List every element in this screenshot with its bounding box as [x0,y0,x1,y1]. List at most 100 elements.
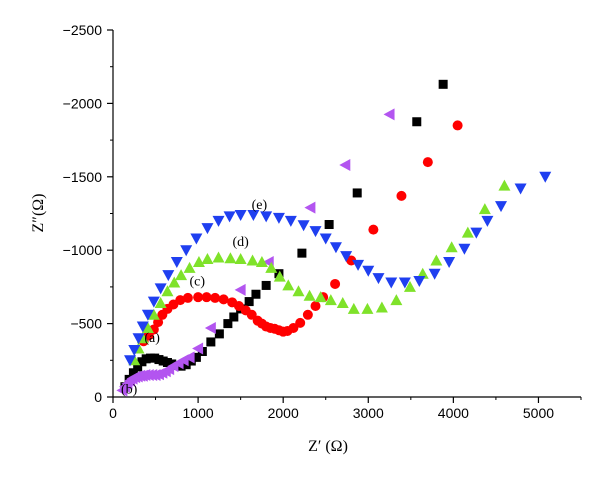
data-point [132,333,145,345]
y-tick-label: 0 [94,389,102,405]
data-point [292,285,305,297]
data-points [116,79,552,397]
y-axis-title: Z″(Ω) [30,194,47,233]
data-point [445,241,458,253]
series-tags: (a) (b) (c) (d) (e) [121,198,267,397]
data-point [229,312,239,322]
data-point [190,233,203,245]
data-point [339,159,351,172]
data-point [481,215,494,227]
data-point [168,276,181,288]
data-point [284,215,297,227]
data-point [128,368,138,378]
data-point [161,285,174,297]
data-point [288,323,299,334]
data-point [124,355,137,367]
data-point [347,302,360,314]
y-tick-label: −500 [70,316,102,332]
data-point [452,120,463,131]
data-point [191,352,201,362]
series-tag-label: (c) [189,274,205,289]
data-point [154,283,167,295]
y-tick-label: −1000 [63,242,103,258]
data-point [234,209,247,221]
data-point [319,233,332,245]
data-point [183,261,196,273]
data-point [302,309,313,320]
data-point [428,268,441,280]
data-point [303,289,316,301]
data-point [180,245,193,257]
data-point [403,280,416,292]
data-point [212,215,225,227]
x-axis-title: Z′ (Ω) [308,438,348,455]
data-point [182,292,193,303]
data-point [175,269,188,281]
data-point [396,190,407,201]
series-0 [120,79,448,392]
data-point [329,242,342,254]
data-point [183,351,195,364]
data-point [261,280,271,290]
data-point [297,220,310,232]
data-point [438,79,448,89]
data-point [128,345,141,357]
data-point [133,362,143,372]
data-point [175,295,186,306]
data-point [539,171,552,183]
series-2 [138,120,463,347]
series-4 [124,171,552,367]
data-point [295,317,306,328]
series-3 [128,179,511,366]
y-tick-label: −2000 [63,95,103,111]
data-point [192,342,204,355]
data-point [398,277,411,289]
data-point [372,273,385,285]
data-point [141,309,154,321]
data-point [498,179,511,191]
x-tick-label: 3000 [353,405,384,421]
data-point [251,289,261,299]
data-point [212,251,225,263]
data-point [361,302,374,314]
data-point [390,294,403,306]
series-tag-label: (b) [121,382,138,397]
series-tag-label: (a) [144,331,160,346]
data-point [297,248,307,258]
data-point [201,253,214,265]
data-point [336,297,349,309]
data-point [154,297,167,309]
data-point [443,256,456,268]
data-point [136,321,149,333]
data-point [310,300,321,311]
data-point [375,301,388,313]
data-point [273,270,286,282]
axis-ticks: 0 1000 2000 3000 4000 5000 0 −500 −1000 −1500 −200… [63,22,582,421]
data-point [383,108,395,121]
series-1 [116,108,395,397]
data-point [413,276,426,288]
data-point [218,294,229,305]
data-point [141,322,154,334]
data-point [352,259,365,271]
data-point [470,227,483,239]
data-point [461,226,474,238]
data-point [304,201,316,214]
data-point [214,329,224,339]
data-point [223,211,236,223]
x-tick-label: 5000 [523,405,554,421]
data-point [324,294,337,306]
data-point [385,277,398,289]
data-point [309,226,322,238]
data-point [422,157,433,168]
data-point [514,183,527,195]
y-tick-label: −2500 [63,22,103,38]
data-point [247,209,260,221]
data-point [324,220,334,230]
data-point [201,223,214,235]
series-tag-label: (d) [232,235,249,250]
data-point [495,201,508,213]
data-point [430,254,443,266]
data-point [416,267,429,279]
